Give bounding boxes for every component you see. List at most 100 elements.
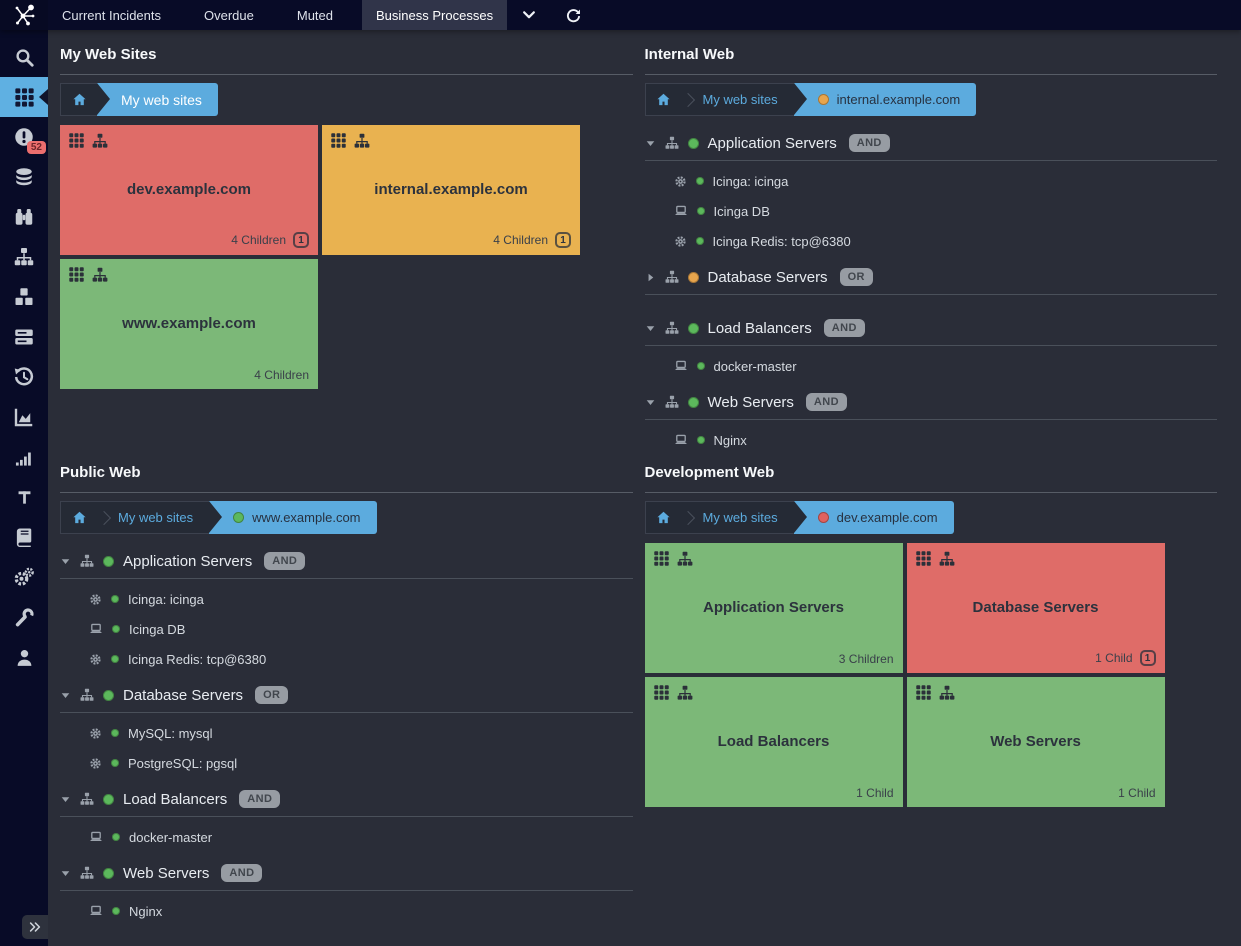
main-content: My Web Sites My web sites dev.example.co… [48,30,1241,946]
caret-down-icon[interactable] [645,323,656,334]
bp-child-label: docker-master [713,358,797,374]
bp-child-row[interactable]: Nginx [645,425,1218,448]
bp-child-row[interactable]: MySQL: mysql [60,718,633,748]
tile-load-balancers[interactable]: Load Balancers 1 Child [644,677,903,807]
bp-node-header[interactable]: Application Servers AND [645,128,1218,158]
bp-child-row[interactable]: Icinga Redis: tcp@6380 [645,226,1218,256]
bp-node-header[interactable]: Database Servers OR [60,680,633,710]
sitemap-icon[interactable] [939,685,955,701]
refresh-button[interactable] [551,0,595,30]
home-icon [656,510,671,525]
bp-child-row[interactable]: Icinga: icinga [645,166,1218,196]
breadcrumb-home[interactable] [644,501,682,534]
breadcrumb-my-web-sites[interactable]: My web sites [698,83,794,116]
tile-internal-example-com[interactable]: internal.example.com 4 Children 1 [322,125,580,255]
sitemap-icon[interactable] [92,267,108,283]
bp-node-header[interactable]: Load Balancers AND [645,313,1218,343]
tab-overdue[interactable]: Overdue [204,7,254,23]
grid-icon[interactable] [69,267,84,282]
bp-child-label: Nginx [129,903,163,919]
breadcrumb-home[interactable] [60,83,97,116]
grid-icon[interactable] [916,551,931,566]
dashlet-public-web: Public Web My web sites www.example.com … [60,448,633,946]
sidebar-item-user[interactable] [0,637,48,677]
bp-node-header[interactable]: Web Servers AND [645,387,1218,417]
bp-node-header[interactable]: Load Balancers AND [60,784,633,814]
tile-database-servers[interactable]: Database Servers 1 Child 1 [906,543,1165,673]
caret-down-icon[interactable] [645,397,656,408]
bp-child-row[interactable]: Nginx [60,896,633,926]
sidebar-item-business-processes[interactable] [0,237,48,277]
breadcrumb-internal-example-com[interactable]: internal.example.com [793,83,977,116]
sidebar-item-problems[interactable]: 52 [0,117,48,157]
tile-www-example-com[interactable]: www.example.com 4 Children [60,259,318,389]
sidebar-item-explore[interactable] [0,197,48,237]
tab-dropdown-button[interactable] [507,0,551,30]
sitemap-icon[interactable] [354,133,370,149]
sidebar-item-history[interactable] [0,357,48,397]
breadcrumb-my-web-sites[interactable]: My web sites [698,501,794,534]
bp-node-header[interactable]: Application Servers AND [60,546,633,576]
sidebar-item-system[interactable] [0,557,48,597]
breadcrumb-my-web-sites[interactable]: My web sites [114,501,210,534]
caret-down-icon[interactable] [645,138,656,149]
grid-icon[interactable] [654,551,669,566]
caret-down-icon[interactable] [60,868,71,879]
tile-problem-badge: 1 [555,232,571,248]
sidebar-expand-button[interactable] [22,915,48,939]
tab-current-incidents[interactable]: Current Incidents [62,7,161,23]
caret-down-icon[interactable] [60,690,71,701]
sidebar-item-graphs[interactable] [0,437,48,477]
bp-node-header[interactable]: Web Servers AND [60,858,633,888]
bp-child-row[interactable]: Icinga Redis: tcp@6380 [60,644,633,674]
bp-child-row[interactable]: Icinga: icinga [60,584,633,614]
sidebar-item-dashboard[interactable] [0,77,48,117]
breadcrumb-home[interactable] [644,83,682,116]
breadcrumb-home[interactable] [60,501,97,534]
breadcrumb-my-web-sites[interactable]: My web sites [97,83,218,116]
breadcrumb-www-example-com[interactable]: www.example.com [209,501,377,534]
sidebar-item-configuration[interactable] [0,597,48,637]
tab-business-processes[interactable]: Business Processes [362,0,508,30]
sitemap-icon[interactable] [92,133,108,149]
bp-node-header[interactable]: Database Servers OR [645,262,1218,292]
sitemap-icon[interactable] [939,551,955,567]
laptop-icon [89,830,103,844]
operator-badge: OR [839,268,873,286]
caret-down-icon[interactable] [60,794,71,805]
sidebar-item-documentation[interactable] [0,517,48,557]
icinga-logo[interactable] [0,0,48,30]
tile-problem-badge: 1 [1139,650,1156,666]
tile-dev-example-com[interactable]: dev.example.com 4 Children 1 [60,125,318,255]
caret-right-icon[interactable] [645,272,656,283]
bp-child-row[interactable]: Icinga DB [60,614,633,644]
caret-down-icon[interactable] [60,556,71,567]
bp-child-row[interactable]: docker-master [60,822,633,852]
sidebar-item-text[interactable] [0,477,48,517]
sitemap-icon[interactable] [677,685,693,701]
grid-icon[interactable] [331,133,346,148]
sidebar-item-hosts[interactable] [0,317,48,357]
sitemap-icon[interactable] [677,551,693,567]
grid-icon[interactable] [916,685,931,700]
grid-icon[interactable] [69,133,84,148]
breadcrumb-dev-example-com[interactable]: dev.example.com [793,501,954,534]
sidebar-item-database[interactable] [0,157,48,197]
tile-application-servers[interactable]: Application Servers 3 Children [644,543,903,673]
bp-child-row[interactable]: Icinga DB [645,196,1218,226]
gear-icon [89,727,102,740]
status-dot-ok [111,729,119,737]
tile-children-count: 1 Child [1095,651,1133,665]
tile-web-servers[interactable]: Web Servers 1 Child [906,677,1165,807]
tab-muted[interactable]: Muted [296,7,334,23]
bp-child-row[interactable]: docker-master [645,351,1218,381]
sidebar-item-search[interactable] [0,37,48,77]
divider [644,160,1217,161]
bp-child-row[interactable]: PostgreSQL: pgsql [60,748,633,778]
sidebar-item-packages[interactable] [0,277,48,317]
status-dot-warning [687,271,699,283]
sidebar-item-reporting[interactable] [0,397,48,437]
grid-icon[interactable] [654,685,669,700]
bp-node-load-balancers: Load Balancers AND docker-master [60,784,633,858]
tile-grid: dev.example.com 4 Children 1 internal.ex… [60,125,633,389]
